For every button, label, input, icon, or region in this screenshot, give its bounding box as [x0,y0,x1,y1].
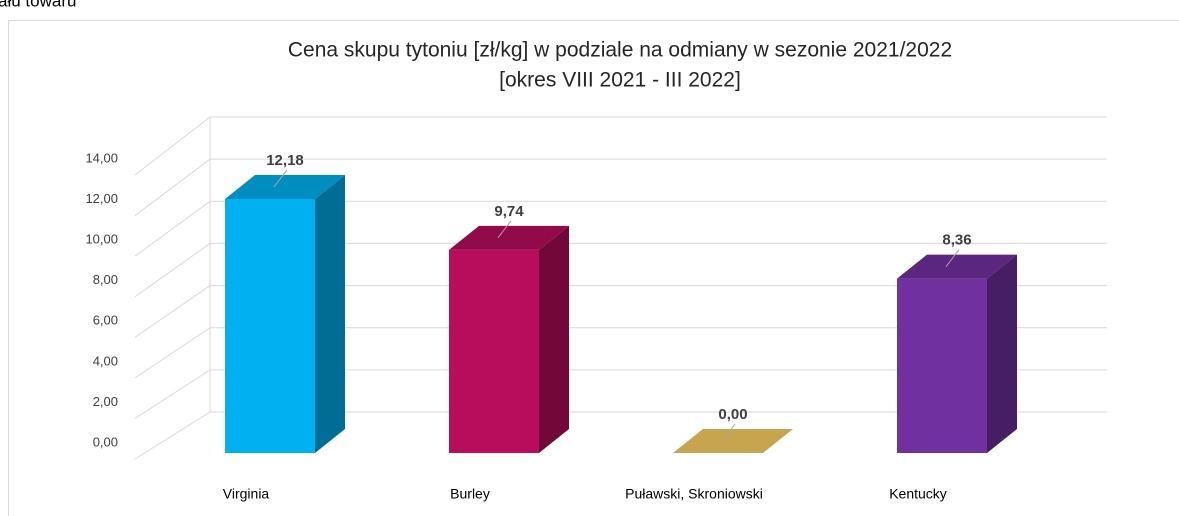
y-tick-label: 0,00 [93,434,118,449]
leader-line [945,249,960,267]
value-label: 12,18 [266,152,304,169]
y-tick-label: 12,00 [85,191,118,206]
bar-top [449,225,569,250]
y-tick-label: 2,00 [93,394,118,409]
caption: ału towaru [0,0,76,10]
bar-top [673,429,793,453]
x-tick-label: Virginia [223,486,270,502]
x-tick-label: Burley [450,486,490,502]
bar-front [897,278,987,453]
bar-front [449,249,539,453]
leader-line [721,423,736,442]
grid-line [134,116,1107,176]
chart-border [8,20,1179,516]
bar [449,225,569,453]
bar-front [225,198,315,453]
grid-line [134,200,1107,257]
y-tick-label: 10,00 [85,232,118,247]
bar-side [315,174,345,453]
bar-top [225,174,345,199]
bar-top [897,254,1017,279]
leader-line [273,169,288,188]
x-tick-label: Puławski, Skroniowski [625,486,763,502]
bar [225,174,345,453]
grid-line [134,285,1107,338]
y-tick-label: 6,00 [93,313,118,328]
chart-title: Cena skupu tytoniu [zł/kg] w podziale na… [288,39,952,62]
bar-side [987,254,1017,453]
y-tick-label: 4,00 [93,353,118,368]
leader-line [497,220,512,239]
value-label: 0,00 [718,406,747,423]
grid-line [134,158,1107,216]
chart-subtitle: [okres VIII 2021 - III 2022] [499,69,741,92]
y-tick-label: 8,00 [93,272,118,287]
bar-side [539,225,569,453]
value-label: 8,36 [942,232,971,249]
bar [673,429,793,453]
value-label: 9,74 [494,203,524,220]
grid-line [134,242,1107,298]
y-tick-label: 14,00 [85,150,118,165]
grid-line [134,411,1107,460]
x-tick-label: Kentucky [889,486,947,502]
bar [897,254,1017,453]
grid-line [134,369,1107,419]
grid-line [134,327,1107,379]
